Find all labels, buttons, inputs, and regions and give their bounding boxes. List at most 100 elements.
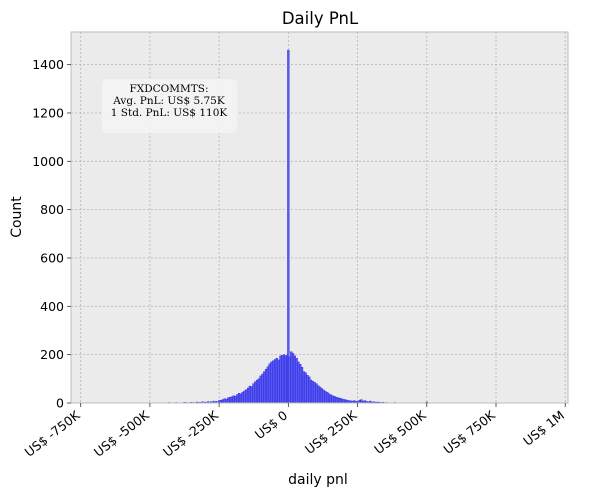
histogram-bar <box>338 397 341 404</box>
histogram-bar <box>288 356 291 404</box>
y-axis: 0 200 400 600 800 1000 1200 1400 <box>32 57 71 411</box>
x-axis: US$ -750K US$ -500K US$ -250K US$ 0 US$ 250K… <box>22 403 567 460</box>
x-tick-label: US$ -500K <box>91 407 153 460</box>
histogram-bar <box>329 394 332 404</box>
histogram-bar <box>304 372 307 404</box>
histogram-bar <box>277 359 280 404</box>
histogram-bar <box>245 389 248 404</box>
histogram-bar <box>264 368 268 404</box>
x-tick-label: US$ 750K <box>440 407 498 457</box>
histogram-bar <box>308 376 311 404</box>
histogram-bar <box>254 381 257 404</box>
histogram-bar <box>291 353 295 404</box>
histogram-bar <box>295 358 298 404</box>
y-tick-label: 200 <box>40 347 64 362</box>
histogram-bar <box>306 375 309 404</box>
y-tick-label: 1200 <box>32 105 64 120</box>
histogram-bar <box>248 385 251 404</box>
histogram-bar <box>241 391 244 404</box>
histogram-bar <box>243 390 246 404</box>
histogram-bar <box>227 397 230 404</box>
annotation-line-1: FXDCOMMTS: <box>129 83 208 95</box>
histogram-bar <box>266 366 269 404</box>
y-tick-label: 1400 <box>32 57 64 72</box>
histogram-bar <box>237 393 241 404</box>
histogram-bar <box>275 358 278 404</box>
histogram-bar <box>279 355 282 404</box>
histogram-bar <box>335 396 338 404</box>
chart-title: Daily PnL <box>282 9 359 28</box>
histogram-bar <box>252 383 255 404</box>
histogram-bar <box>246 387 250 404</box>
histogram-bar <box>270 361 273 404</box>
histogram-bar <box>232 395 235 404</box>
histogram-bar <box>322 389 325 404</box>
histogram-bar <box>272 360 275 404</box>
histogram-bar <box>336 397 340 404</box>
histogram-bar <box>230 396 233 404</box>
histogram-bar <box>324 391 327 404</box>
histogram-bar <box>309 379 313 404</box>
histogram-bar <box>342 399 345 404</box>
x-axis-title: daily pnl <box>288 472 348 488</box>
x-tick-label: US$ 1M <box>520 408 567 449</box>
x-tick-label: US$ -750K <box>22 407 84 460</box>
histogram-bar <box>297 361 300 404</box>
annotation-line-3: 1 Std. PnL: US$ 110K <box>111 107 228 119</box>
x-tick-label: US$ 250K <box>302 407 360 457</box>
histogram-bar <box>257 378 260 404</box>
histogram-bar <box>331 395 334 404</box>
histogram-bar <box>234 396 237 404</box>
histogram-bar <box>250 386 253 404</box>
y-tick-label: 0 <box>56 396 64 411</box>
histogram-bar <box>360 399 363 404</box>
histogram-bar <box>255 379 259 404</box>
histogram-bar <box>333 396 336 404</box>
x-tick-label: US$ 500K <box>371 407 429 457</box>
stats-annotation: FXDCOMMTS: Avg. PnL: US$ 5.75K 1 Std. Pn… <box>102 79 237 133</box>
x-tick-label: US$ -250K <box>160 407 222 460</box>
y-tick-label: 800 <box>40 202 64 217</box>
histogram-bar <box>281 354 284 404</box>
histogram-bar <box>282 354 286 404</box>
histogram-bar <box>236 394 239 404</box>
histogram-bar <box>344 399 347 404</box>
histogram-bar <box>290 351 293 404</box>
histogram-bar <box>318 386 322 404</box>
histogram-bar <box>300 367 304 404</box>
histogram-bar <box>263 371 266 404</box>
histogram-bar <box>284 355 287 404</box>
histogram-bar <box>299 364 302 404</box>
y-tick-label: 600 <box>40 250 64 265</box>
histogram-bar <box>315 383 318 404</box>
histogram-bar <box>239 393 242 404</box>
histogram-bar <box>259 375 262 404</box>
histogram-bar <box>311 381 314 404</box>
y-tick-label: 400 <box>40 299 64 314</box>
histogram-bar <box>223 398 226 404</box>
histogram-bar <box>287 49 290 404</box>
histogram-bar <box>313 382 316 404</box>
histogram-bar <box>302 371 305 404</box>
annotation-box <box>102 79 237 133</box>
histogram-bar <box>340 398 343 404</box>
histogram-bar <box>261 373 264 404</box>
histogram-bar <box>273 359 277 404</box>
histogram-bar <box>221 399 224 404</box>
histogram-bar <box>320 388 323 404</box>
plot-frame <box>70 31 569 404</box>
annotation-line-2: Avg. PnL: US$ 5.75K <box>112 95 225 107</box>
histogram-bar <box>225 398 228 404</box>
histogram-bar <box>228 396 232 404</box>
histogram-bar <box>326 392 329 404</box>
y-axis-title: Count <box>9 196 25 238</box>
histogram-bar <box>317 385 320 404</box>
bars-layer <box>168 49 428 404</box>
histogram-bar <box>293 355 296 404</box>
x-tick-label: US$ 0 <box>252 408 290 443</box>
histogram-bar <box>268 363 271 404</box>
histogram-bar <box>327 393 331 404</box>
y-tick-label: 1000 <box>32 154 64 169</box>
